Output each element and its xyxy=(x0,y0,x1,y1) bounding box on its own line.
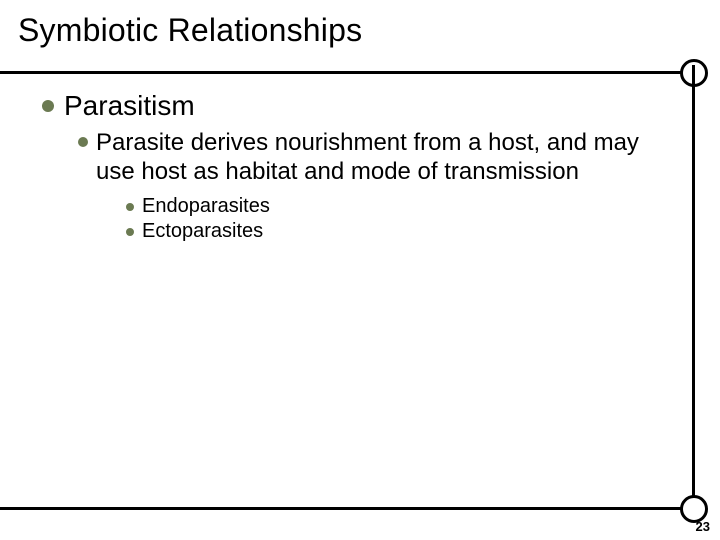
bullet-text: Parasite derives nourishment from a host… xyxy=(96,128,662,187)
bullet-icon xyxy=(78,137,88,147)
bullet-text: Ectoparasites xyxy=(142,220,263,243)
page-number: 23 xyxy=(696,519,710,534)
horizontal-rule xyxy=(0,71,693,74)
slide-title: Symbiotic Relationships xyxy=(18,12,720,49)
bullet-text: Parasitism xyxy=(64,90,195,122)
title-area: Symbiotic Relationships xyxy=(0,0,720,49)
list-item: Parasite derives nourishment from a host… xyxy=(78,128,662,187)
list-item: Ectoparasites xyxy=(126,220,702,243)
slide: Symbiotic Relationships Parasitism Paras… xyxy=(0,0,720,540)
list-item: Parasitism xyxy=(42,90,702,122)
frame-bottom-border xyxy=(0,507,692,510)
bullet-icon xyxy=(42,100,54,112)
bullet-icon xyxy=(126,228,134,236)
content-area: Parasitism Parasite derives nourishment … xyxy=(18,82,702,504)
bullet-icon xyxy=(126,203,134,211)
list-item: Endoparasites xyxy=(126,195,702,218)
bullet-text: Endoparasites xyxy=(142,195,270,218)
